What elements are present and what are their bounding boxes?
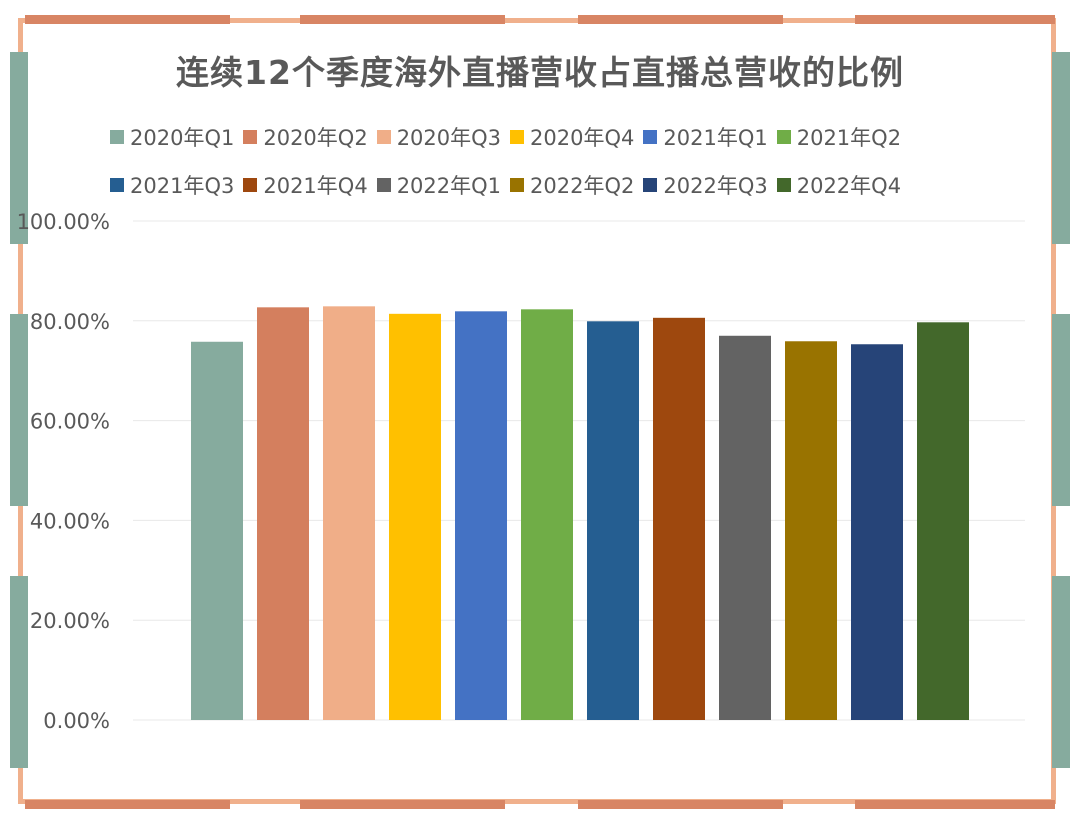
frame-accent-bottom-3 [578,800,783,809]
legend-label: 2021年Q2 [796,126,902,150]
legend-label: 2022年Q4 [796,174,902,198]
legend-swatch [510,178,525,192]
frame-accent-right-3 [1052,576,1070,768]
legend-item: 2022年Q3 [643,172,768,198]
bar-2021年Q2 [521,309,573,720]
legend-swatch [376,130,391,144]
legend-swatch [243,178,258,192]
legend-label: 2020年Q3 [396,126,502,150]
legend-item: 2022年Q2 [510,172,634,198]
legend-item: 2022年Q1 [376,172,502,198]
y-tick-label: 100.00% [17,210,110,234]
frame-accent-top-2 [300,15,505,24]
frame-accent-left-2 [10,314,28,506]
bar-2021年Q1 [455,311,507,720]
legend-swatch [110,178,124,192]
y-tick-label: 80.00% [30,310,110,334]
legend-item: 2021年Q4 [243,172,368,198]
legend-label: 2021年Q4 [263,174,368,198]
y-tick-label: 40.00% [30,509,110,533]
bar-2022年Q3 [851,344,903,720]
frame-accent-bottom-4 [855,800,1055,809]
legend-label: 2022年Q1 [396,174,502,198]
y-tick-label: 60.00% [30,410,110,434]
legend-swatch [643,178,658,192]
frame-accent-left-3 [10,576,28,768]
legend-item: 2022年Q4 [776,172,902,198]
bar-2020年Q3 [323,306,375,720]
legend-label: 2022年Q3 [663,174,768,198]
frame-accent-top-3 [578,15,783,24]
legend-swatch [776,130,791,144]
legend-swatch [643,130,658,144]
frame-accent-bottom-1 [25,800,230,809]
legend-label: 2020年Q1 [130,126,235,150]
legend-item: 2020年Q4 [510,124,634,150]
frame-accent-right-2 [1052,314,1070,506]
legend-label: 2020年Q2 [263,126,368,150]
frame-accent-top-1 [25,15,230,24]
chart-title: 连续12个季度海外直播营收占直播总营收的比例 [176,53,904,92]
y-tick-label: 20.00% [30,609,110,633]
legend-item: 2020年Q3 [376,124,502,150]
legend-swatch [376,178,391,192]
bar-2020年Q2 [257,307,309,720]
bar-2022年Q4 [917,322,969,720]
legend-label: 2021年Q3 [130,174,235,198]
y-tick-label: 0.00% [43,709,110,733]
bar-2021年Q3 [587,321,639,720]
bar-2020年Q4 [389,313,441,720]
frame-accent-top-4 [855,15,1055,24]
legend-swatch [243,130,258,144]
legend-swatch [110,130,124,144]
frame-accent-right-1 [1052,52,1070,244]
legend-label: 2021年Q1 [663,126,768,150]
legend-item: 2021年Q3 [110,172,234,198]
frame-accent-bottom-2 [300,800,505,809]
legend-item: 2021年Q1 [643,124,768,150]
legend-swatch [776,178,791,192]
bar-2022年Q1 [719,335,771,720]
frame-accent-left-1 [10,52,28,244]
bar-2021年Q4 [653,317,705,720]
legend-swatch [510,130,525,144]
chart-legend: 2020年Q1 2020年Q2 2020年Q3 2020年Q4 2021年Q1 2021年… [110,124,1010,198]
legend-label: 2022年Q2 [530,174,635,198]
bar-2020年Q1 [191,341,243,720]
bar-2022年Q2 [785,341,837,720]
legend-item: 2020年Q1 [110,124,234,150]
legend-label: 2020年Q4 [530,126,635,150]
legend-item: 2021年Q2 [776,124,902,150]
legend-item: 2020年Q2 [243,124,368,150]
